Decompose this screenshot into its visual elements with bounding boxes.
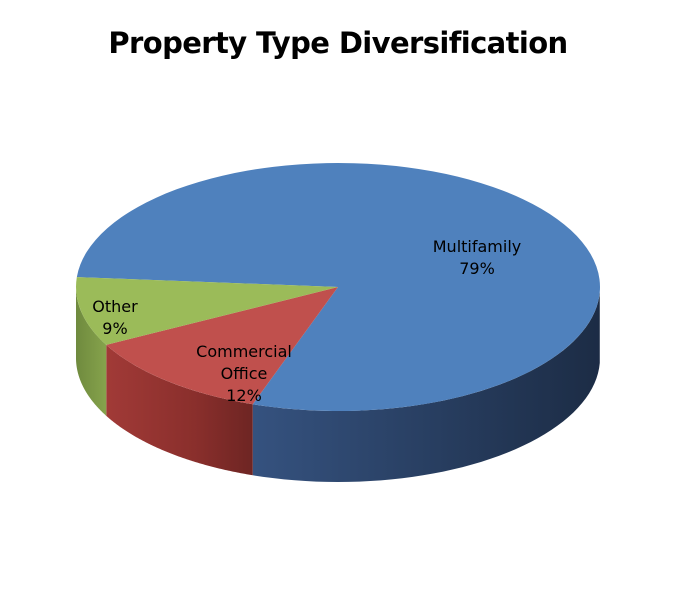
slice-commercial-office-label-line: Commercial (196, 342, 292, 361)
slice-other (76, 277, 338, 345)
slice-multifamily-label: Multifamily 79% (433, 237, 522, 278)
chart-title: Property Type Diversification (108, 26, 568, 60)
slice-other-label-line: Other (92, 297, 138, 316)
pie-tops (76, 162, 601, 411)
slice-other-label: Other 9% (92, 297, 138, 338)
slice-commercial-office-label-line: 12% (226, 386, 262, 405)
slice-other-label-line: 9% (102, 319, 127, 338)
pie-labels: Multifamily 79% Commercial Office 12% Other 9% (92, 237, 521, 405)
pie-sides (76, 287, 600, 482)
slice-commercial-office (106, 287, 338, 405)
slice-multifamily (76, 162, 601, 411)
slice-multifamily-label-line: Multifamily (433, 237, 522, 256)
slice-other-side (76, 287, 107, 416)
slice-multifamily-label-line: 79% (459, 259, 495, 278)
slice-commercial-office-label: Commercial Office 12% (196, 342, 292, 405)
slice-multifamily-side (252, 292, 600, 482)
slice-commercial-office-side (106, 344, 253, 476)
slice-commercial-office-label-line: Office (221, 364, 268, 383)
